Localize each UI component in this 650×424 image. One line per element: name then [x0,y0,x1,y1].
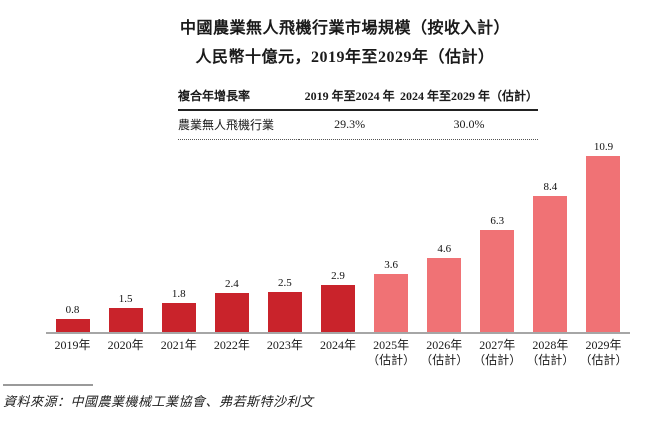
cagr-table-header-row: 複合年增長率 2019 年至2024 年 2024 年至2029 年（估計） [178,84,538,111]
bar-chart: 0.8 1.5 1.8 2.4 2.5 2.9 3.6 4.6 6.3 8.4 10.9 2019年… [46,140,630,368]
x-axis: 2019年 2020年 2021年 2022年 2023年 2024年 2025年 （估計） 2… [46,332,630,368]
x-axis-label-year: 2029年 [585,338,622,352]
bar-group: 2.5 [258,140,311,332]
bar-value-label: 2.4 [224,278,239,290]
bar-value-label: 6.3 [490,215,505,227]
cagr-table-data-row: 農業無人飛機行業 29.3% 30.0% [178,110,538,140]
cagr-header-period1: 2019 年至2024 年 [299,84,400,111]
bar-value-label: 10.9 [593,141,614,153]
bar-actual [267,292,302,332]
x-axis-label-note: （估計） [473,353,522,367]
cagr-value-period2: 30.0% [399,110,538,140]
bar-actual [214,293,249,332]
bar-actual [161,303,196,332]
cagr-header-period2: 2024 年至2029 年（估計） [399,84,538,111]
chart-title-line1: 中國農業無人飛機行業市場規模（按收入計） [179,20,510,37]
bar-value-label: 3.6 [384,259,398,271]
x-axis-label-year: 2028年 [532,338,569,352]
x-axis-label: 2020年 [99,338,152,368]
x-axis-label: 2025年 （估計） [365,338,418,368]
bars-row: 0.8 1.5 1.8 2.4 2.5 2.9 3.6 4.6 6.3 8.4 10.9 [46,140,630,332]
bar-estimate [374,274,409,332]
x-axis-label-year: 2025年 [373,338,410,352]
cagr-value-period1: 29.3% [299,110,400,140]
bar-group: 8.4 [524,140,577,332]
x-axis-label: 2028年 （估計） [524,338,577,368]
x-axis-label: 2026年 （估計） [418,338,471,368]
bar-group: 6.3 [471,140,524,332]
bar-actual [108,308,143,332]
cagr-table: 複合年增長率 2019 年至2024 年 2024 年至2029 年（估計） 農… [178,84,538,140]
bar-group: 0.8 [46,140,99,332]
x-axis-label-year: 2020年 [107,338,144,352]
x-axis-label-note: （估計） [420,353,469,367]
bar-group: 2.9 [311,140,364,332]
bar-group: 4.6 [418,140,471,332]
x-axis-label: 2019年 [46,338,99,368]
chart-title: 中國農業無人飛機行業市場規模（按收入計） 人民幣十億元，2019年至2029年（… [40,14,650,72]
bar-estimate [586,156,621,332]
x-axis-label-note: （估計） [526,353,575,367]
bar-value-label: 1.5 [118,293,133,305]
x-axis-label: 2027年 （估計） [471,338,524,368]
bar-value-label: 4.6 [437,243,452,255]
x-axis-label-note: （估計） [367,353,416,367]
bar-estimate [533,196,568,332]
bar-value-label: 8.4 [543,181,558,193]
bar-actual [55,319,90,332]
source-text: 資料來源：中國農業機械工業協會、弗若斯特沙利文 [3,394,314,409]
bar-value-label: 1.8 [171,288,186,300]
cagr-header-metric: 複合年增長率 [178,84,300,111]
x-axis-label-year: 2026年 [426,338,463,352]
x-axis-label: 2029年 （估計） [577,338,630,368]
bar-group: 2.4 [205,140,258,332]
cagr-row-label: 農業無人飛機行業 [178,110,300,140]
x-axis-label: 2024年 [311,338,364,368]
bar-group: 10.9 [577,140,630,332]
bar-group: 1.8 [152,140,205,332]
bar-estimate [480,230,515,332]
x-axis-label-year: 2019年 [54,338,91,352]
bar-value-label: 0.8 [65,304,80,316]
source-divider [3,384,93,386]
x-axis-label-year: 2022年 [213,338,250,352]
bar-value-label: 2.5 [278,277,292,289]
bar-group: 1.5 [99,140,152,332]
x-axis-label-year: 2023年 [266,338,303,352]
bar-value-label: 2.9 [331,270,345,282]
x-axis-label-year: 2027年 [479,338,516,352]
x-axis-label: 2023年 [258,338,311,368]
bar-estimate [427,258,462,332]
x-axis-label-note: （估計） [579,353,628,367]
bar-group: 3.6 [365,140,418,332]
chart-title-line2: 人民幣十億元，2019年至2029年（估計） [195,49,495,66]
x-axis-label: 2021年 [152,338,205,368]
x-axis-label-year: 2021年 [160,338,197,352]
x-axis-label-year: 2024年 [320,338,357,352]
bar-actual [321,285,356,332]
x-axis-label: 2022年 [205,338,258,368]
